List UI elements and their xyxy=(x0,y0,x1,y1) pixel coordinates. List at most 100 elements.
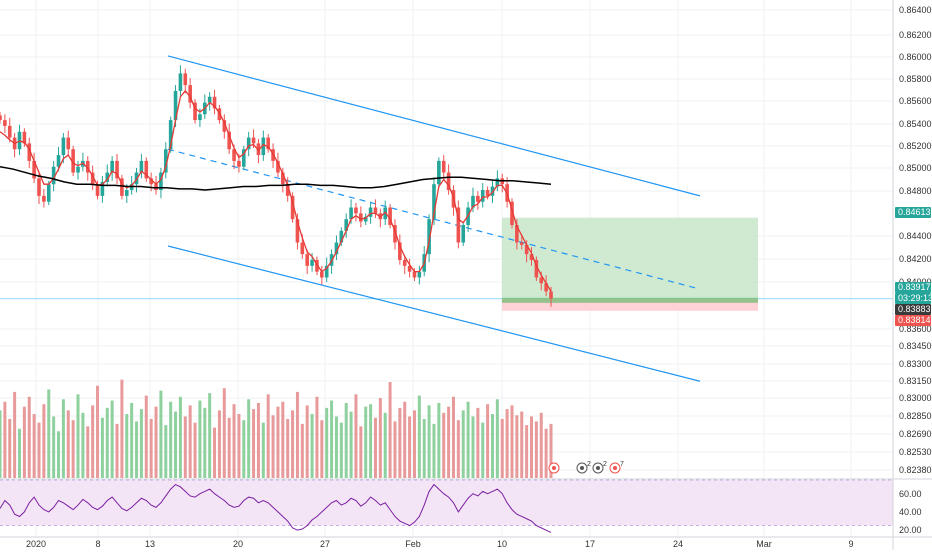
event-marker[interactable]: 7 xyxy=(609,461,624,474)
volume-bar xyxy=(417,395,421,478)
event-marker[interactable] xyxy=(548,462,560,474)
candle-body xyxy=(237,160,241,167)
volume-bar xyxy=(398,407,402,478)
candle-body xyxy=(383,207,388,220)
candle-body xyxy=(168,120,173,150)
target-zone xyxy=(502,217,758,299)
candle-body xyxy=(485,190,490,196)
volume-bars xyxy=(0,379,553,478)
candle-body xyxy=(100,181,105,196)
volume-bar xyxy=(476,407,480,478)
candle-body xyxy=(515,225,519,243)
time-tick-label: 20 xyxy=(233,539,243,549)
candle xyxy=(163,142,168,179)
price-tick-label: 0.83600 xyxy=(899,324,932,334)
candle xyxy=(290,192,295,223)
candle xyxy=(456,200,461,249)
volume-bar xyxy=(247,399,251,478)
candle xyxy=(388,204,392,229)
candle xyxy=(339,227,344,246)
candle xyxy=(32,152,36,184)
candle xyxy=(90,165,95,191)
volume-bar xyxy=(373,417,377,478)
candle-body xyxy=(427,219,431,255)
channel-lower-line xyxy=(167,245,701,382)
candle xyxy=(266,134,270,153)
volume-bar xyxy=(261,422,265,478)
candle-body xyxy=(193,102,197,121)
candle-body xyxy=(222,120,227,132)
candle xyxy=(27,137,32,168)
candle-body xyxy=(476,195,480,202)
volume-bar xyxy=(13,391,17,478)
candle xyxy=(471,187,475,213)
time-tick-label: 8 xyxy=(95,539,100,549)
candle-body xyxy=(354,207,358,214)
candle-body xyxy=(120,178,124,196)
event-marker[interactable]: 2 xyxy=(592,461,607,474)
event-marker-label: 7 xyxy=(620,461,624,468)
volume-bar xyxy=(61,399,65,478)
candle xyxy=(441,155,446,180)
candle xyxy=(398,234,402,265)
candle xyxy=(100,176,105,203)
candle xyxy=(12,132,17,158)
candle-body xyxy=(339,230,344,243)
volume-bar xyxy=(232,404,236,478)
event-marker[interactable]: 2 xyxy=(576,461,591,474)
volume-bar xyxy=(271,415,275,478)
price-tick-label: 0.86000 xyxy=(899,52,932,62)
volume-bar xyxy=(432,423,436,478)
volume-bar xyxy=(505,409,509,478)
candle-body xyxy=(305,254,309,266)
candle-body xyxy=(95,184,100,196)
price-tag-bg xyxy=(895,282,931,293)
candle xyxy=(344,213,349,238)
candle-body xyxy=(324,265,329,278)
volume-bar xyxy=(549,423,553,478)
volume-bar xyxy=(334,416,338,478)
volume-bar xyxy=(534,421,538,478)
volume-bar xyxy=(144,395,148,478)
candle-body xyxy=(76,166,80,173)
candle-body xyxy=(320,271,324,278)
price-tag: 0.83814 xyxy=(895,315,931,326)
volume-bar xyxy=(91,405,95,478)
volume-bar xyxy=(305,405,309,478)
volume-bar xyxy=(135,421,139,478)
candle xyxy=(56,146,61,172)
candle xyxy=(76,160,80,180)
candle xyxy=(227,123,231,154)
candle-body xyxy=(519,242,524,245)
event-marker-dot xyxy=(580,466,584,470)
candle-body xyxy=(256,143,261,156)
price-tick-label: 0.83300 xyxy=(899,359,932,369)
volume-bar xyxy=(42,404,46,478)
rsi-panel xyxy=(0,478,932,533)
candle-body xyxy=(212,96,217,109)
volume-bar xyxy=(539,412,543,478)
price-tick-label: 0.83150 xyxy=(899,376,932,386)
event-markers[interactable]: 2 2 7 xyxy=(548,461,624,474)
candle-body xyxy=(334,242,339,255)
candle xyxy=(417,265,422,285)
candle xyxy=(261,130,266,161)
volume-bar xyxy=(442,412,446,478)
candle-body xyxy=(417,271,422,278)
candle xyxy=(305,249,309,274)
volume-bar xyxy=(520,411,524,478)
time-tick-label: Feb xyxy=(405,539,421,549)
candle xyxy=(285,177,290,202)
candle xyxy=(105,164,110,187)
position-zones xyxy=(502,217,758,311)
volume-bar xyxy=(412,410,416,478)
price-tag-text: 0.84613 xyxy=(898,207,931,217)
time-tick-label: 10 xyxy=(497,539,507,549)
time-tick-label: 13 xyxy=(145,539,155,549)
candle-body xyxy=(71,149,75,173)
volume-bar xyxy=(178,396,182,478)
volume-bar xyxy=(281,401,285,478)
